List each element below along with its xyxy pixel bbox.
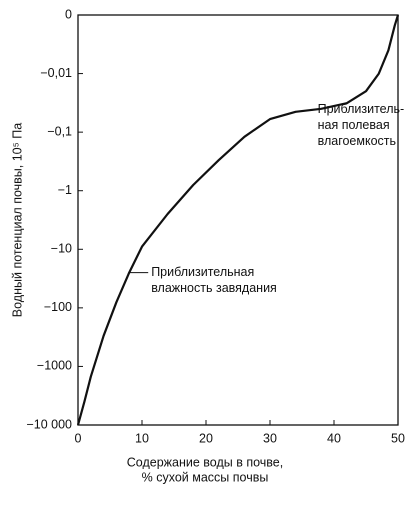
plot-frame: [77, 14, 399, 426]
y-tick-label: −0,01: [40, 66, 72, 80]
y-tick-label: −10 000: [26, 417, 72, 431]
x-tick-label: 10: [135, 431, 149, 445]
y-tick-label: −10: [51, 242, 72, 256]
y-tick-label: −1: [58, 183, 72, 197]
y-tick-label: −1000: [37, 359, 72, 373]
annotation: Приблизительная: [151, 265, 254, 279]
annotation-leader: [295, 109, 315, 113]
y-tick-label: 0: [65, 7, 72, 21]
x-axis-label: Содержание воды в почве,: [127, 455, 283, 469]
annotation: ная полевая: [318, 118, 390, 132]
curve: [76, 14, 400, 426]
annotation: влагоемкость: [318, 134, 396, 148]
x-tick-label: 40: [327, 431, 341, 445]
annotation: влажность завядания: [151, 281, 277, 295]
x-tick-label: 30: [263, 431, 277, 445]
y-axis-label: Водный потенциал почвы, 10⁵ Па: [10, 123, 24, 317]
annotation: Приблизитель-: [318, 102, 405, 116]
y-tick-label: −100: [44, 300, 72, 314]
y-tick-label: −0,1: [47, 124, 72, 138]
x-tick-label: 20: [199, 431, 213, 445]
x-tick-label: 0: [75, 431, 82, 445]
x-axis-label: % сухой массы почвы: [142, 470, 269, 484]
x-tick-label: 50: [391, 431, 405, 445]
